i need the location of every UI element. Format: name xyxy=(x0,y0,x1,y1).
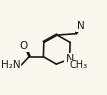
Text: H₂N: H₂N xyxy=(1,60,20,70)
Text: CH₃: CH₃ xyxy=(69,61,88,70)
Text: N: N xyxy=(65,54,74,64)
Text: N: N xyxy=(77,21,85,31)
Text: O: O xyxy=(19,41,28,51)
